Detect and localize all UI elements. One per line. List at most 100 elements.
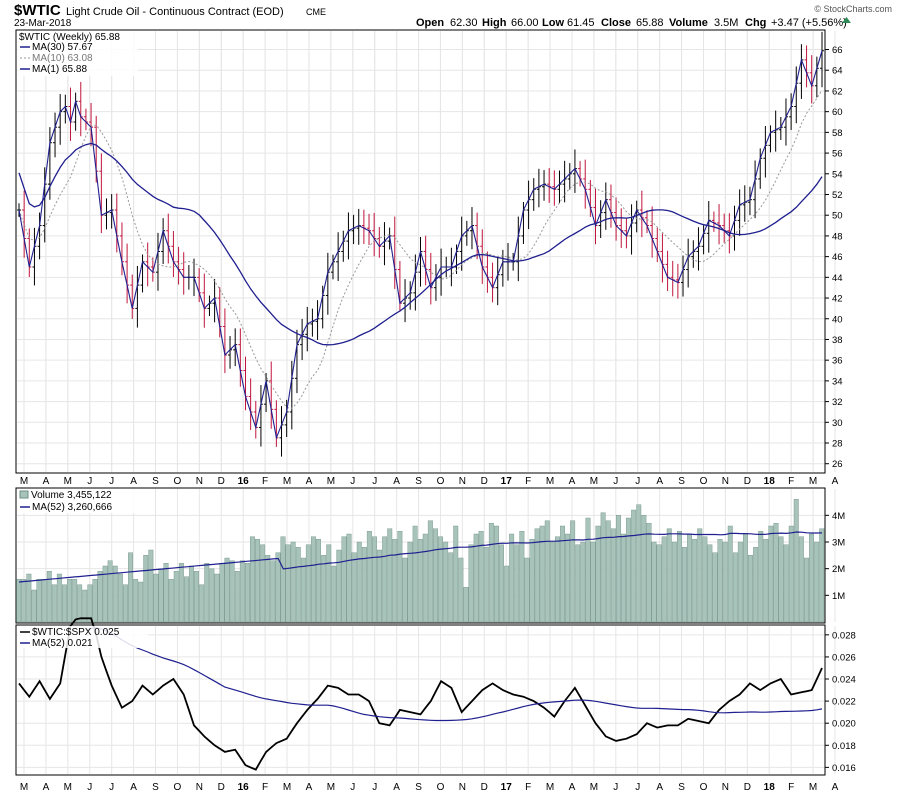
ratio-tick-label: 0.020 bbox=[832, 719, 856, 730]
volume-bar bbox=[616, 515, 621, 623]
close-label: Close bbox=[601, 17, 631, 29]
volume-bar bbox=[748, 555, 753, 623]
month-label: A bbox=[130, 476, 137, 487]
volume-axis: 1M 2M 3M 4M bbox=[825, 511, 845, 602]
ratio-legend: $WTIC:$SPX 0.025 MA(52) 0.021 bbox=[18, 626, 148, 649]
month-label: N bbox=[459, 782, 466, 793]
ratio-tick-label: 0.016 bbox=[832, 763, 856, 774]
volume-bar bbox=[565, 533, 570, 623]
month-label: D bbox=[744, 782, 751, 793]
volume-bar bbox=[82, 589, 88, 623]
volume-bar bbox=[112, 565, 118, 623]
volume-bar bbox=[77, 584, 83, 623]
high-label: High bbox=[482, 17, 507, 29]
high-value: 66.00 bbox=[511, 17, 539, 29]
month-label: D bbox=[218, 476, 225, 487]
legend-ma10: MA(10) 63.08 bbox=[32, 53, 93, 64]
volume-bar bbox=[133, 579, 139, 623]
ratio-axis: 0.016 0.018 0.020 0.022 0.024 0.026 0.028 bbox=[825, 630, 856, 774]
volume-bar bbox=[92, 579, 98, 623]
volume-legend: Volume 3,455,122 MA(52) 3,260,666 bbox=[18, 489, 148, 513]
volume-tick-label: 2M bbox=[832, 564, 845, 575]
month-label: J bbox=[613, 476, 618, 487]
month-label: F bbox=[262, 476, 268, 487]
price-tick-label: 60 bbox=[832, 107, 843, 118]
volume-bars bbox=[16, 499, 825, 623]
month-label: 16 bbox=[238, 782, 250, 793]
instrument-name: Light Crude Oil - Continuous Contract (E… bbox=[66, 6, 284, 18]
volume-bar bbox=[793, 499, 799, 623]
volume-bar bbox=[544, 520, 550, 623]
price-tick-label: 32 bbox=[832, 397, 843, 408]
volume-bar bbox=[402, 557, 408, 623]
price-bars bbox=[17, 31, 824, 457]
volume-bar bbox=[392, 539, 398, 623]
ratio-title: $WTIC:$SPX 0.025 bbox=[32, 627, 120, 638]
month-label: A bbox=[393, 476, 400, 487]
volume-bar bbox=[707, 544, 713, 623]
volume-bar bbox=[41, 579, 47, 623]
volume-bar bbox=[117, 573, 123, 623]
month-label: M bbox=[64, 476, 72, 487]
volume-title: Volume 3,455,122 bbox=[31, 490, 112, 501]
month-label: A bbox=[306, 476, 313, 487]
month-label: S bbox=[678, 782, 685, 793]
volume-bar bbox=[443, 541, 449, 623]
legend-ma1: MA(1) 65.88 bbox=[32, 64, 87, 75]
open-value: 62.30 bbox=[450, 17, 478, 29]
month-label: M bbox=[283, 782, 291, 793]
volume-bar bbox=[753, 547, 759, 623]
volume-bar bbox=[234, 571, 240, 623]
volume-bar bbox=[260, 544, 266, 623]
month-label: S bbox=[152, 476, 159, 487]
volume-bar bbox=[519, 531, 525, 623]
legend-volume-ma: MA(52) 3,260,666 bbox=[32, 502, 112, 513]
volume-bar bbox=[356, 541, 362, 623]
ratio-tick-label: 0.018 bbox=[832, 741, 856, 752]
volume-bar bbox=[102, 565, 108, 623]
volume-bar bbox=[46, 571, 52, 623]
volume-bar bbox=[778, 536, 784, 623]
volume-bar bbox=[382, 536, 388, 623]
month-label: J bbox=[372, 782, 377, 793]
volume-bar bbox=[458, 557, 464, 623]
month-label: A bbox=[569, 782, 576, 793]
price-tick-label: 66 bbox=[832, 45, 843, 56]
volume-bar bbox=[26, 573, 32, 623]
volume-bar bbox=[21, 579, 27, 623]
volume-bar bbox=[295, 547, 301, 623]
month-label: M bbox=[327, 782, 335, 793]
chart-date: 23-Mar-2018 bbox=[14, 18, 72, 29]
volume-bar bbox=[621, 533, 626, 623]
volume-bar bbox=[255, 539, 261, 623]
volume-bar bbox=[366, 531, 372, 623]
volume-bar bbox=[143, 555, 149, 623]
close-ma1-line bbox=[18, 50, 823, 440]
volume-bar bbox=[636, 504, 642, 623]
volume-bar bbox=[682, 547, 687, 623]
volume-bar bbox=[727, 525, 733, 623]
volume-bar bbox=[148, 549, 154, 623]
volume-bar bbox=[819, 528, 825, 623]
volume-bar bbox=[199, 584, 205, 623]
volume-bar bbox=[438, 536, 443, 623]
volume-bar bbox=[499, 544, 504, 623]
month-label: O bbox=[700, 782, 708, 793]
volume-bar bbox=[305, 544, 311, 623]
price-tick-label: 36 bbox=[832, 356, 843, 367]
volume-bar bbox=[737, 541, 743, 623]
month-label: F bbox=[788, 476, 794, 487]
exchange: CME bbox=[306, 7, 326, 17]
ma30-line bbox=[18, 142, 823, 346]
volume-bar bbox=[697, 528, 703, 623]
volume-bar bbox=[189, 565, 195, 623]
ma10-line bbox=[18, 89, 823, 409]
month-label: M bbox=[546, 476, 554, 487]
volume-bar bbox=[529, 539, 535, 623]
volume-bar bbox=[687, 533, 692, 623]
volume-bar bbox=[463, 587, 469, 623]
volume-bar bbox=[346, 533, 352, 623]
price-title: $WTIC (Weekly) 65.88 bbox=[19, 32, 120, 43]
watermark: © StockCharts.com bbox=[814, 4, 892, 14]
month-label: M bbox=[327, 476, 335, 487]
